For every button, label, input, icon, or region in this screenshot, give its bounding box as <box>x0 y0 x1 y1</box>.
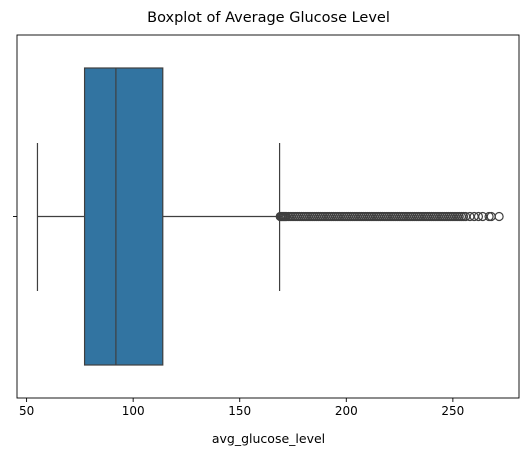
outliers <box>275 211 504 222</box>
iqr-box <box>83 67 164 366</box>
x-tick-label: 50 <box>19 404 34 418</box>
x-tick-label: 100 <box>122 404 145 418</box>
boxplot <box>36 67 281 366</box>
chart-title: Boxplot of Average Glucose Level <box>147 10 390 26</box>
outlier-point <box>494 211 504 222</box>
outlier-point <box>473 211 484 222</box>
x-tick-label: 250 <box>441 404 464 418</box>
x-tick-label: 200 <box>335 404 358 418</box>
x-axis-label: avg_glucose_level <box>212 431 325 446</box>
x-tick-label: 150 <box>228 404 251 418</box>
x-axis-ticks: 50 100 150 200 250 <box>19 398 464 418</box>
